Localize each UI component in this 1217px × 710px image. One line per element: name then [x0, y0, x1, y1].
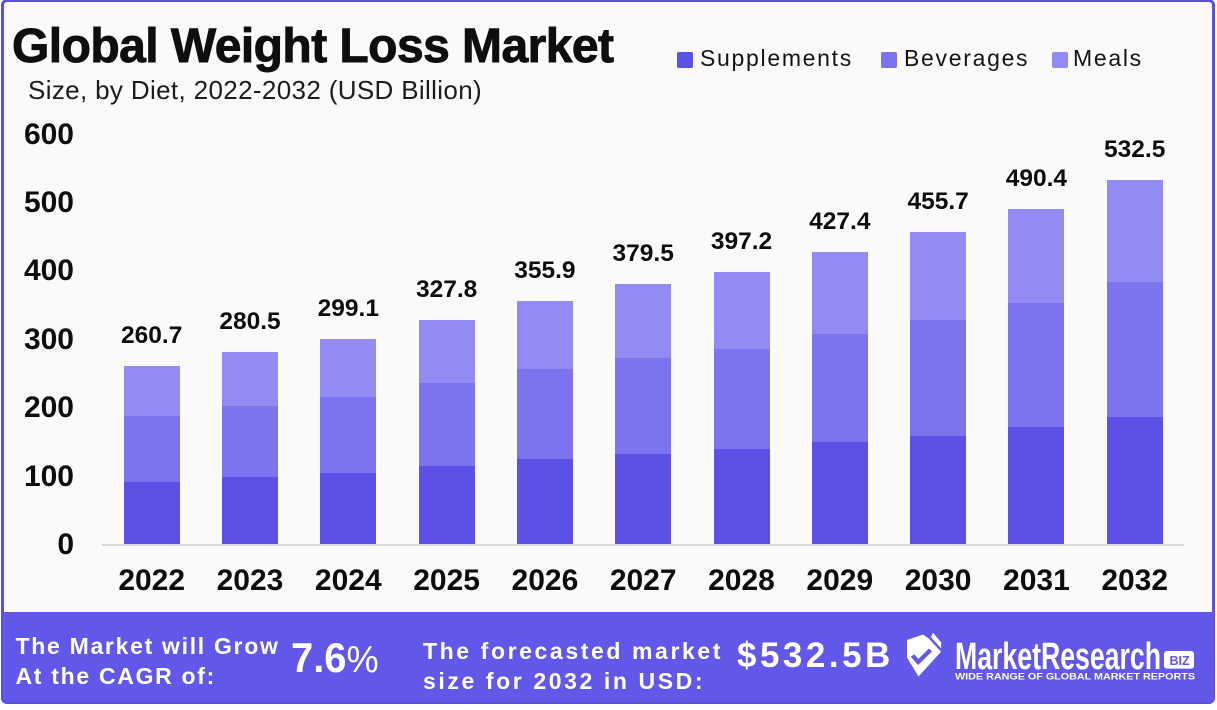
svg-text:BIZ: BIZ: [1170, 654, 1191, 668]
svg-text:MarketResearch: MarketResearch: [955, 636, 1161, 678]
svg-text:WIDE RANGE OF GLOBAL MARKET RE: WIDE RANGE OF GLOBAL MARKET REPORTS: [955, 672, 1195, 683]
